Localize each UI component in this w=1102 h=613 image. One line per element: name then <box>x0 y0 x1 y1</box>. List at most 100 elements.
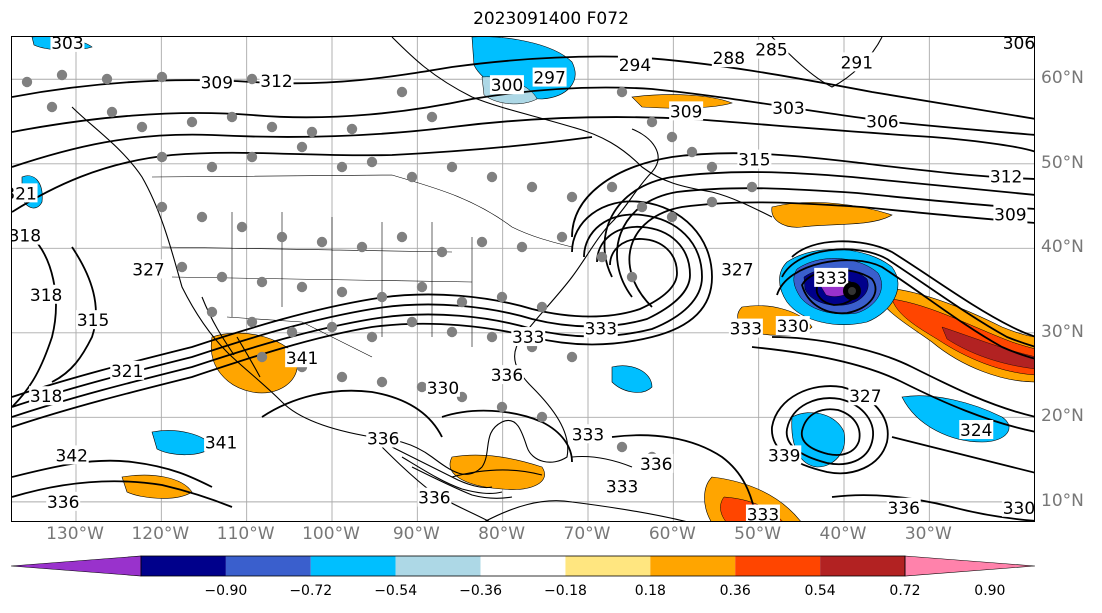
contour-label: 291 <box>841 53 873 73</box>
contour-label-bg <box>720 259 755 279</box>
shade-orange <box>210 332 298 394</box>
state-lines <box>161 212 473 347</box>
contour-label: 327 <box>849 387 881 407</box>
contour-label-bg <box>417 487 452 507</box>
observation-dot <box>186 116 198 128</box>
contour-label: 300 <box>491 76 523 96</box>
map-panel: 303 309 312 300 297 294 288 285 291 306 309 303 306 3… <box>11 36 1035 522</box>
observation-dot <box>366 156 378 168</box>
observation-dot <box>646 116 658 128</box>
observation-dot <box>366 331 378 343</box>
contour-label: 342 <box>56 446 88 466</box>
contour-label-bg <box>532 67 567 87</box>
observation-dot <box>556 231 568 243</box>
contour-line <box>12 226 691 408</box>
contour-label-bg <box>959 420 994 440</box>
observation-dot <box>416 381 428 393</box>
contour-label-bg <box>50 37 85 52</box>
observation-dot <box>256 276 268 288</box>
shade-darkred <box>941 326 1034 369</box>
contour-label-bg <box>771 97 806 117</box>
observation-dot <box>356 241 368 253</box>
map-canvas: 303 309 312 300 297 294 288 285 291 306 309 303 306 3… <box>12 37 1035 521</box>
contour-line <box>12 238 678 398</box>
coastline-north-america <box>71 106 659 475</box>
contour-label-bg <box>711 48 746 68</box>
contour-line <box>616 187 1034 298</box>
contour-label-bg <box>993 204 1028 224</box>
contour-label-bg <box>989 166 1024 186</box>
lon-tick-label: 50°W <box>734 524 782 544</box>
contour-label: 327 <box>721 260 753 280</box>
contour-label-bg <box>754 39 789 59</box>
observation-dot <box>566 351 578 363</box>
colorbar-segment <box>820 556 905 576</box>
observation-dot <box>446 161 458 173</box>
contour-label: 324 <box>960 421 992 441</box>
observation-dot <box>156 151 168 163</box>
contour-label: 341 <box>286 349 318 369</box>
contour-line <box>441 409 573 463</box>
contour-label: 330 <box>1003 499 1035 519</box>
observation-dot <box>486 171 498 183</box>
contour-label-bg <box>865 111 900 131</box>
observation-dot <box>276 231 288 243</box>
observation-dot <box>196 211 208 223</box>
observation-dot <box>496 401 508 413</box>
observation-dot <box>236 221 248 233</box>
contour-label-bg <box>775 316 810 336</box>
shade-orange <box>771 202 893 228</box>
contour-label-bg <box>54 445 89 465</box>
contour-label: 327 <box>132 260 164 280</box>
lat-tick-label: 60°N <box>1041 68 1084 89</box>
contour-label-bg <box>259 70 294 90</box>
colorbar-tick-label: −0.72 <box>289 583 333 599</box>
contour-label: 321 <box>111 362 143 382</box>
contour-label: 341 <box>205 434 237 454</box>
observation-dot <box>686 146 698 158</box>
colorbar-segment <box>395 556 481 576</box>
contour-label-bg <box>605 476 640 496</box>
coastline-baja <box>201 296 261 378</box>
lon-tick-label: 70°W <box>563 524 611 544</box>
shade-orange <box>449 454 545 490</box>
observation-dot <box>416 281 428 293</box>
contour-line <box>771 385 889 475</box>
contour-label: 318 <box>12 227 41 247</box>
observation-dot <box>316 236 328 248</box>
contour-line-thin <box>401 456 503 494</box>
observation-dot <box>606 181 618 193</box>
observation-dot <box>666 211 678 223</box>
contour-line-thin <box>411 466 513 499</box>
observation-dot <box>296 141 308 153</box>
colorbar-segment <box>480 556 566 576</box>
contour-line <box>771 336 1034 418</box>
shade-orange <box>121 474 193 499</box>
observation-dot <box>426 111 438 123</box>
observation-dot <box>376 291 388 303</box>
lon-tick-label: 100°W <box>302 524 360 544</box>
observation-dot <box>746 181 758 193</box>
contour-label-bg <box>511 327 546 347</box>
contour-line <box>776 259 1034 360</box>
contour-label-bg <box>886 497 921 517</box>
contour-line <box>831 494 1034 521</box>
observation-dot <box>56 69 68 81</box>
contour-label: 303 <box>772 99 804 119</box>
contour-label-bg <box>814 267 849 287</box>
shade-blue <box>611 365 653 393</box>
contour-label: 321 <box>12 184 37 204</box>
contour-line <box>12 459 213 488</box>
contour-label-bg <box>583 318 618 338</box>
observation-dot <box>516 241 528 253</box>
observation-dot <box>336 371 348 383</box>
colorbar-extend-high <box>904 555 1036 577</box>
colorbar-tick-label: 0.72 <box>889 583 921 599</box>
observation-dot <box>206 161 218 173</box>
contour-line <box>12 116 1034 168</box>
colorbar-segment <box>565 556 651 576</box>
contour-label: 288 <box>713 49 745 69</box>
contour-label: 333 <box>572 425 604 445</box>
colorbar-segment <box>141 556 226 576</box>
colorbar-segment <box>310 556 396 576</box>
